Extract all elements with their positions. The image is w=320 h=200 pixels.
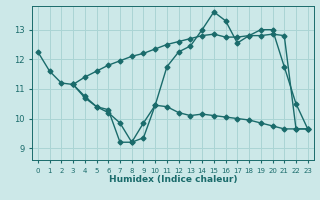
X-axis label: Humidex (Indice chaleur): Humidex (Indice chaleur) xyxy=(108,175,237,184)
